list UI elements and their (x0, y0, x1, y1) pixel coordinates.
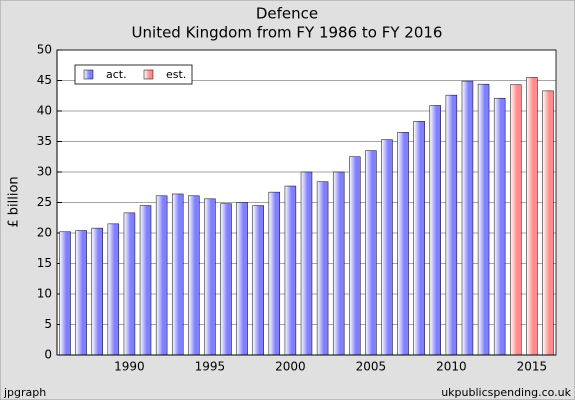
x-tick-label: 2015 (517, 360, 548, 374)
bar (510, 84, 522, 356)
bar (123, 212, 136, 356)
bar (107, 223, 120, 356)
legend-label: est. (166, 68, 186, 81)
bar (461, 80, 474, 356)
legend-swatch (143, 69, 154, 80)
y-axis-label: £ billion (7, 176, 22, 227)
bar (316, 181, 329, 356)
y-tick-label: 35 (37, 134, 52, 148)
bar (236, 202, 248, 356)
y-tick-label: 25 (37, 195, 52, 209)
chart-subtitle: United Kingdom from FY 1986 to FY 2016 (132, 24, 443, 42)
bar (91, 227, 103, 356)
bar (59, 231, 71, 356)
x-tick-label: 1990 (114, 360, 145, 374)
bar (252, 205, 264, 356)
bar (365, 150, 377, 356)
legend-swatch (83, 69, 94, 80)
y-tick-label: 45 (37, 73, 52, 87)
y-tick-label: 20 (37, 226, 52, 240)
x-tick-label: 1995 (195, 360, 226, 374)
x-tick-label: 2000 (275, 360, 306, 374)
legend-label: act. (106, 68, 127, 81)
bar (381, 139, 393, 356)
bar (429, 105, 441, 356)
y-tick-label: 5 (44, 317, 52, 331)
bar (300, 171, 313, 356)
y-tick-label: 15 (37, 256, 52, 270)
bar (188, 195, 200, 356)
bar (413, 121, 425, 356)
bar (75, 230, 87, 356)
footer-left: jpgraph (3, 386, 46, 399)
bar (172, 193, 184, 356)
bar (493, 97, 506, 356)
bar (268, 191, 281, 356)
chart-title: Defence (256, 5, 318, 23)
bar (332, 171, 345, 356)
plot-border (56, 49, 557, 356)
bar (155, 195, 168, 356)
y-tick-label: 50 (37, 43, 52, 57)
bar (526, 77, 538, 356)
bar (220, 203, 232, 356)
bar (445, 94, 458, 356)
y-tick-label: 10 (37, 287, 52, 301)
bar (284, 185, 297, 356)
y-tick-label: 40 (37, 104, 52, 118)
x-tick-label: 2005 (356, 360, 387, 374)
bar (349, 156, 361, 356)
bar (204, 198, 216, 356)
legend-box (74, 64, 193, 85)
bar (477, 83, 490, 356)
y-tick-label: 0 (44, 348, 52, 362)
bar (542, 90, 554, 356)
bar (397, 132, 409, 356)
footer-right: ukpublicspending.co.uk (441, 386, 571, 399)
x-tick-label: 2010 (436, 360, 467, 374)
bar (139, 205, 152, 356)
y-tick-label: 30 (37, 165, 52, 179)
